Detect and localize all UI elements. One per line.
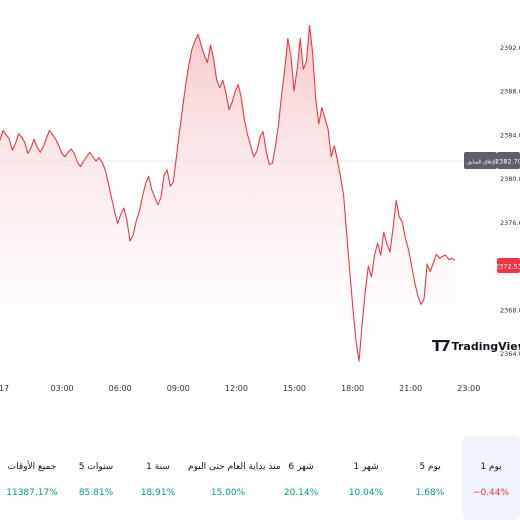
y-tick-label: 2380.00 bbox=[500, 175, 520, 183]
period-label: جميع الأوقات bbox=[7, 462, 57, 472]
y-tick-label: 2368.00 bbox=[500, 306, 520, 314]
y-tick-label: 2384.00 bbox=[500, 131, 520, 139]
period-value: 18.91% bbox=[140, 488, 176, 498]
period-6-months[interactable]: 6 شهر 20.14% bbox=[268, 436, 334, 520]
period-label: منذ بداية العام حتى اليوم bbox=[188, 462, 281, 472]
period-label: 6 شهر bbox=[288, 462, 314, 472]
tradingview-logo-text: TradingView bbox=[451, 339, 520, 353]
price-chart[interactable]: 2364.002368.002372.002376.002380.002384.… bbox=[0, 0, 520, 400]
period-value: 85.81% bbox=[78, 488, 114, 498]
period-label: 5 يوم bbox=[419, 462, 441, 472]
period-all-time[interactable]: جميع الأوقات 11387.17% bbox=[0, 436, 64, 520]
prev-close-value: 2382.70 bbox=[495, 158, 520, 166]
tradingview-logo-icon: T7 bbox=[432, 337, 451, 355]
period-label: 1 يوم bbox=[480, 462, 502, 472]
x-tick-label: 15:00 bbox=[283, 384, 306, 393]
period-5-days[interactable]: 5 يوم 1.68% bbox=[398, 436, 462, 520]
y-axis: 2364.002368.002372.002376.002380.002384.… bbox=[500, 44, 520, 358]
period-1-month[interactable]: 1 شهر 10.04% bbox=[334, 436, 398, 520]
x-tick-label: 23:00 bbox=[457, 384, 480, 393]
period-1-year[interactable]: 1 سنة 18.91% bbox=[128, 436, 188, 520]
period-value: 10.04% bbox=[348, 488, 384, 498]
y-tick-label: 2388.00 bbox=[500, 88, 520, 96]
period-label: 5 سنوات bbox=[78, 462, 114, 472]
last-price-value: 2372.53 bbox=[495, 263, 520, 271]
x-tick-label: 06:00 bbox=[109, 384, 132, 393]
x-tick-label: 12:00 bbox=[225, 384, 248, 393]
period-value: 1.68% bbox=[415, 488, 445, 498]
y-tick-label: 2376.00 bbox=[500, 219, 520, 227]
x-tick-label: 21:00 bbox=[399, 384, 422, 393]
x-tick-label: 18:00 bbox=[341, 384, 364, 393]
period-value: 20.14% bbox=[283, 488, 319, 498]
period-value: 11387.17% bbox=[6, 488, 58, 498]
performance-periods: جميع الأوقات 11387.17% 5 سنوات 85.81% 1 … bbox=[0, 436, 520, 520]
x-tick-label: 09:00 bbox=[167, 384, 190, 393]
period-1-day[interactable]: 1 يوم −0.44% bbox=[462, 436, 520, 520]
x-tick-label: 03:00 bbox=[51, 384, 74, 393]
period-ytd[interactable]: منذ بداية العام حتى اليوم 15.00% bbox=[188, 436, 281, 520]
period-5-years[interactable]: 5 سنوات 85.81% bbox=[64, 436, 128, 520]
tradingview-logo[interactable]: T7 TradingView bbox=[432, 336, 520, 356]
prev-close-label: الإغلاق السابق bbox=[467, 160, 497, 166]
x-tick-label: 17 bbox=[0, 384, 9, 393]
period-label: 1 سنة bbox=[146, 462, 170, 472]
last-price-badge: 2372.53 bbox=[495, 258, 520, 273]
y-tick-label: 2364.00 bbox=[500, 350, 520, 358]
period-label: 1 شهر bbox=[353, 462, 379, 472]
x-axis: 17 03:00 06:00 09:00 12:00 15:00 18:00 21:00 23:… bbox=[0, 384, 480, 393]
prev-close-badge: الإغلاق السابق 2382.70 bbox=[464, 152, 520, 169]
price-line bbox=[0, 24, 456, 362]
period-value: 15.00% bbox=[210, 488, 246, 498]
period-value: −0.44% bbox=[472, 488, 510, 498]
price-area bbox=[0, 25, 455, 370]
y-tick-label: 2392.00 bbox=[500, 44, 520, 52]
